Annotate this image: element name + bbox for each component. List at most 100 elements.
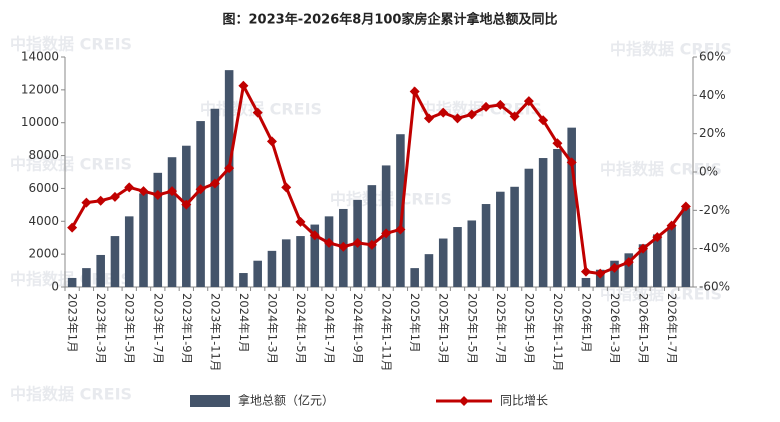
bar — [510, 186, 519, 287]
x-tick-label: 2024年1-3月 — [265, 293, 279, 364]
bar — [553, 149, 562, 287]
x-tick-label: 2024年1-11月 — [380, 293, 394, 371]
bar — [381, 165, 391, 287]
line-marker — [366, 239, 377, 250]
line-marker — [195, 184, 206, 195]
watermark: 中指数据 CREIS — [330, 190, 452, 209]
x-tick-label: 2026年1月 — [579, 293, 593, 353]
y-tick-label: 8000 — [28, 148, 59, 162]
bar — [396, 134, 405, 287]
bar — [653, 234, 662, 287]
line-marker — [680, 201, 691, 212]
line-marker — [595, 268, 606, 279]
y2-tick-label: 20% — [699, 126, 726, 140]
x-tick-label: 2025年1月 — [408, 293, 422, 353]
line-marker — [580, 266, 591, 277]
bar — [424, 254, 434, 287]
watermark: 中指数据 CREIS — [600, 160, 722, 179]
line-marker — [452, 113, 463, 124]
x-tick-label: 2025年1-7月 — [494, 293, 508, 364]
line-marker — [609, 262, 620, 273]
line-marker — [509, 111, 520, 122]
bar — [638, 244, 648, 287]
line-marker — [167, 186, 178, 197]
line-marker — [566, 157, 577, 168]
line-marker — [481, 101, 492, 112]
line-marker — [81, 197, 92, 208]
y-tick-label: 4000 — [28, 214, 59, 228]
line-marker — [124, 182, 135, 193]
x-tick-label: 2023年1月 — [66, 293, 80, 353]
line-marker — [309, 230, 320, 241]
bar — [367, 185, 377, 287]
y-tick-label: 2000 — [28, 247, 59, 261]
x-tick-label: 2024年1月 — [237, 293, 251, 353]
bar — [296, 236, 305, 287]
line-marker — [652, 232, 663, 243]
line-marker — [95, 195, 106, 206]
line-marker — [238, 80, 249, 91]
bar — [210, 108, 220, 287]
line-marker — [495, 99, 506, 110]
x-tick-label: 2023年1-7月 — [151, 293, 165, 364]
line-marker — [538, 115, 549, 126]
bar — [681, 208, 691, 287]
line-marker — [295, 216, 306, 227]
bar — [610, 260, 619, 287]
legend-label: 拿地总额（亿元） — [238, 393, 334, 408]
bar — [253, 260, 262, 287]
legend-marker — [459, 396, 469, 406]
line-marker — [209, 178, 220, 189]
line-marker — [638, 243, 649, 254]
x-tick-label: 2025年1-5月 — [465, 293, 479, 364]
line-marker — [352, 237, 363, 248]
bar — [467, 220, 477, 287]
bar — [196, 121, 205, 287]
watermark: 中指数据 CREIS — [10, 385, 132, 404]
bar — [182, 145, 191, 287]
line-marker — [395, 224, 406, 235]
x-tick-label: 2026年1-7月 — [665, 293, 679, 364]
line-marker — [466, 109, 477, 120]
bar — [82, 268, 91, 287]
watermark: 中指数据 CREIS — [10, 155, 132, 174]
y-tick-label: 12000 — [21, 82, 59, 96]
line-marker — [181, 199, 192, 210]
bar — [496, 191, 505, 287]
bar — [310, 224, 320, 287]
bar — [124, 216, 134, 287]
line-marker — [281, 182, 292, 193]
y-tick-label: 10000 — [21, 115, 59, 129]
line-marker — [623, 257, 634, 268]
x-tick-label: 2026年1-3月 — [608, 293, 622, 364]
line-marker — [252, 107, 263, 118]
bar — [153, 172, 163, 287]
y2-tick-label: -40% — [699, 241, 730, 255]
y2-tick-label: -60% — [699, 280, 730, 294]
bar — [139, 193, 148, 287]
bar — [67, 277, 77, 287]
line-marker — [423, 113, 434, 124]
bar — [581, 277, 591, 287]
line-marker — [523, 96, 534, 107]
y2-tick-label: 0% — [699, 165, 718, 179]
bar — [324, 216, 334, 287]
bar — [624, 253, 634, 287]
watermark: 中指数据 CREIS — [10, 35, 132, 54]
line — [70, 81, 688, 276]
bar — [410, 268, 419, 287]
line-marker — [552, 138, 563, 149]
line-marker — [67, 222, 78, 233]
y2-tick-label: 40% — [699, 88, 726, 102]
line-marker — [338, 241, 349, 252]
bar — [239, 273, 248, 287]
bar — [110, 236, 120, 287]
bar — [481, 204, 491, 287]
bar — [667, 226, 676, 287]
x-tick-label: 2023年1-11月 — [208, 293, 222, 371]
y-tick-label: 0 — [51, 280, 59, 294]
watermark: 中指数据 CREIS — [610, 40, 732, 59]
line-marker — [409, 86, 420, 97]
bar — [281, 239, 291, 287]
